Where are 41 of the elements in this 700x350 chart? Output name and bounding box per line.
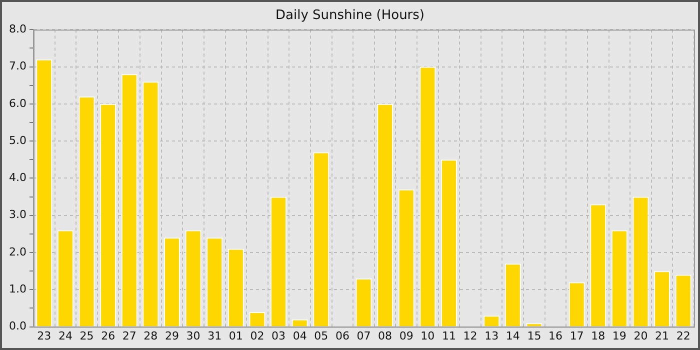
x-tick-label: 30: [186, 329, 200, 342]
x-tick-label: 20: [634, 329, 648, 342]
x-tick-label: 13: [484, 329, 499, 342]
x-tick-label: 02: [250, 329, 264, 342]
x-tick-label: 06: [335, 329, 350, 342]
y-tick-label: 7.0: [8, 60, 26, 73]
x-tick-label: 17: [570, 329, 584, 342]
x-tick-label: 07: [356, 329, 371, 342]
x-tick-label: 09: [399, 329, 414, 342]
x-tick-label: 21: [655, 329, 670, 342]
x-tick-label: 03: [272, 329, 286, 342]
x-tick-label: 15: [527, 329, 542, 342]
x-tick-label: 22: [676, 329, 690, 342]
x-tick-label: 04: [292, 329, 307, 342]
y-tick-label: 4.0: [8, 171, 26, 184]
x-tick-label: 24: [58, 329, 72, 342]
x-tick-label: 05: [314, 329, 328, 342]
x-tick-label: 23: [37, 329, 52, 342]
x-tick-label: 18: [591, 329, 606, 342]
y-tick-label: 1.0: [8, 282, 26, 296]
x-tick-label: 14: [506, 329, 520, 342]
x-tick-label: 19: [612, 329, 626, 342]
x-tick-label: 25: [80, 329, 94, 342]
x-tick-label: 11: [442, 329, 456, 342]
x-tick-label: 26: [101, 329, 116, 342]
y-tick-label: 6.0: [8, 96, 26, 110]
x-tick-label: 08: [378, 329, 392, 342]
x-tick-label: 16: [548, 329, 563, 342]
x-tick-label: 31: [208, 329, 222, 342]
x-tick-label: 10: [420, 329, 435, 342]
y-tick-label: 5.0: [8, 134, 26, 147]
y-tick-label: 3.0: [8, 208, 26, 222]
chart-title: Daily Sunshine (Hours): [276, 8, 424, 24]
x-tick-label: 27: [122, 329, 136, 342]
x-tick-label: 29: [164, 329, 179, 342]
y-tick-label: 2.0: [8, 245, 26, 258]
y-tick-label: 8.0: [8, 22, 26, 36]
x-tick-label: 12: [463, 329, 478, 342]
y-tick-label: 0.0: [8, 320, 26, 333]
x-tick-label: 01: [228, 329, 243, 342]
x-tick-label: 28: [144, 329, 158, 342]
